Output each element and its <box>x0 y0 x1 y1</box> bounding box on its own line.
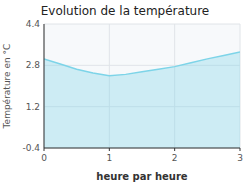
x-ticks: 0 1 2 3 <box>41 148 243 163</box>
title: Evolution de la température <box>41 4 210 18</box>
chart: 0 1 2 3 -0.4 1.2 2.8 4.4Evolution de la tempéra… <box>0 0 250 188</box>
y-tick-label: 1.2 <box>26 102 40 112</box>
page: {"chart_data": {"type": "area", "title":… <box>0 0 250 188</box>
x-tick-label: 2 <box>172 153 178 163</box>
y-ticks: -0.4 1.2 2.8 4.4 <box>22 19 40 153</box>
y-axis-line <box>44 24 45 148</box>
area <box>44 52 240 148</box>
y-tick-label: 2.8 <box>26 60 41 70</box>
plot-area <box>44 52 240 148</box>
grid-line-x <box>44 24 45 148</box>
x-tick <box>240 148 241 151</box>
y-tick-label: 4.4 <box>26 19 41 29</box>
y-axis-label: Température en °C <box>2 44 12 130</box>
plot-background <box>44 24 240 148</box>
x-axis-line <box>44 148 240 149</box>
y-tick-label: -0.4 <box>22 143 40 153</box>
x-tick-label: 1 <box>106 153 112 163</box>
x-tick <box>174 148 175 151</box>
line <box>44 52 240 76</box>
x-axis-label: heure par heure <box>96 171 187 182</box>
grid-line-y <box>44 24 240 25</box>
x-tick-label: 0 <box>41 153 47 163</box>
x-tick <box>109 148 110 151</box>
grid <box>44 24 240 148</box>
x-tick-label: 3 <box>237 153 243 163</box>
chart-container: 0 1 2 3 -0.4 1.2 2.8 4.4Evolution de la tempéra… <box>0 0 250 188</box>
x-tick <box>44 148 45 151</box>
grid-line-y <box>44 148 240 149</box>
